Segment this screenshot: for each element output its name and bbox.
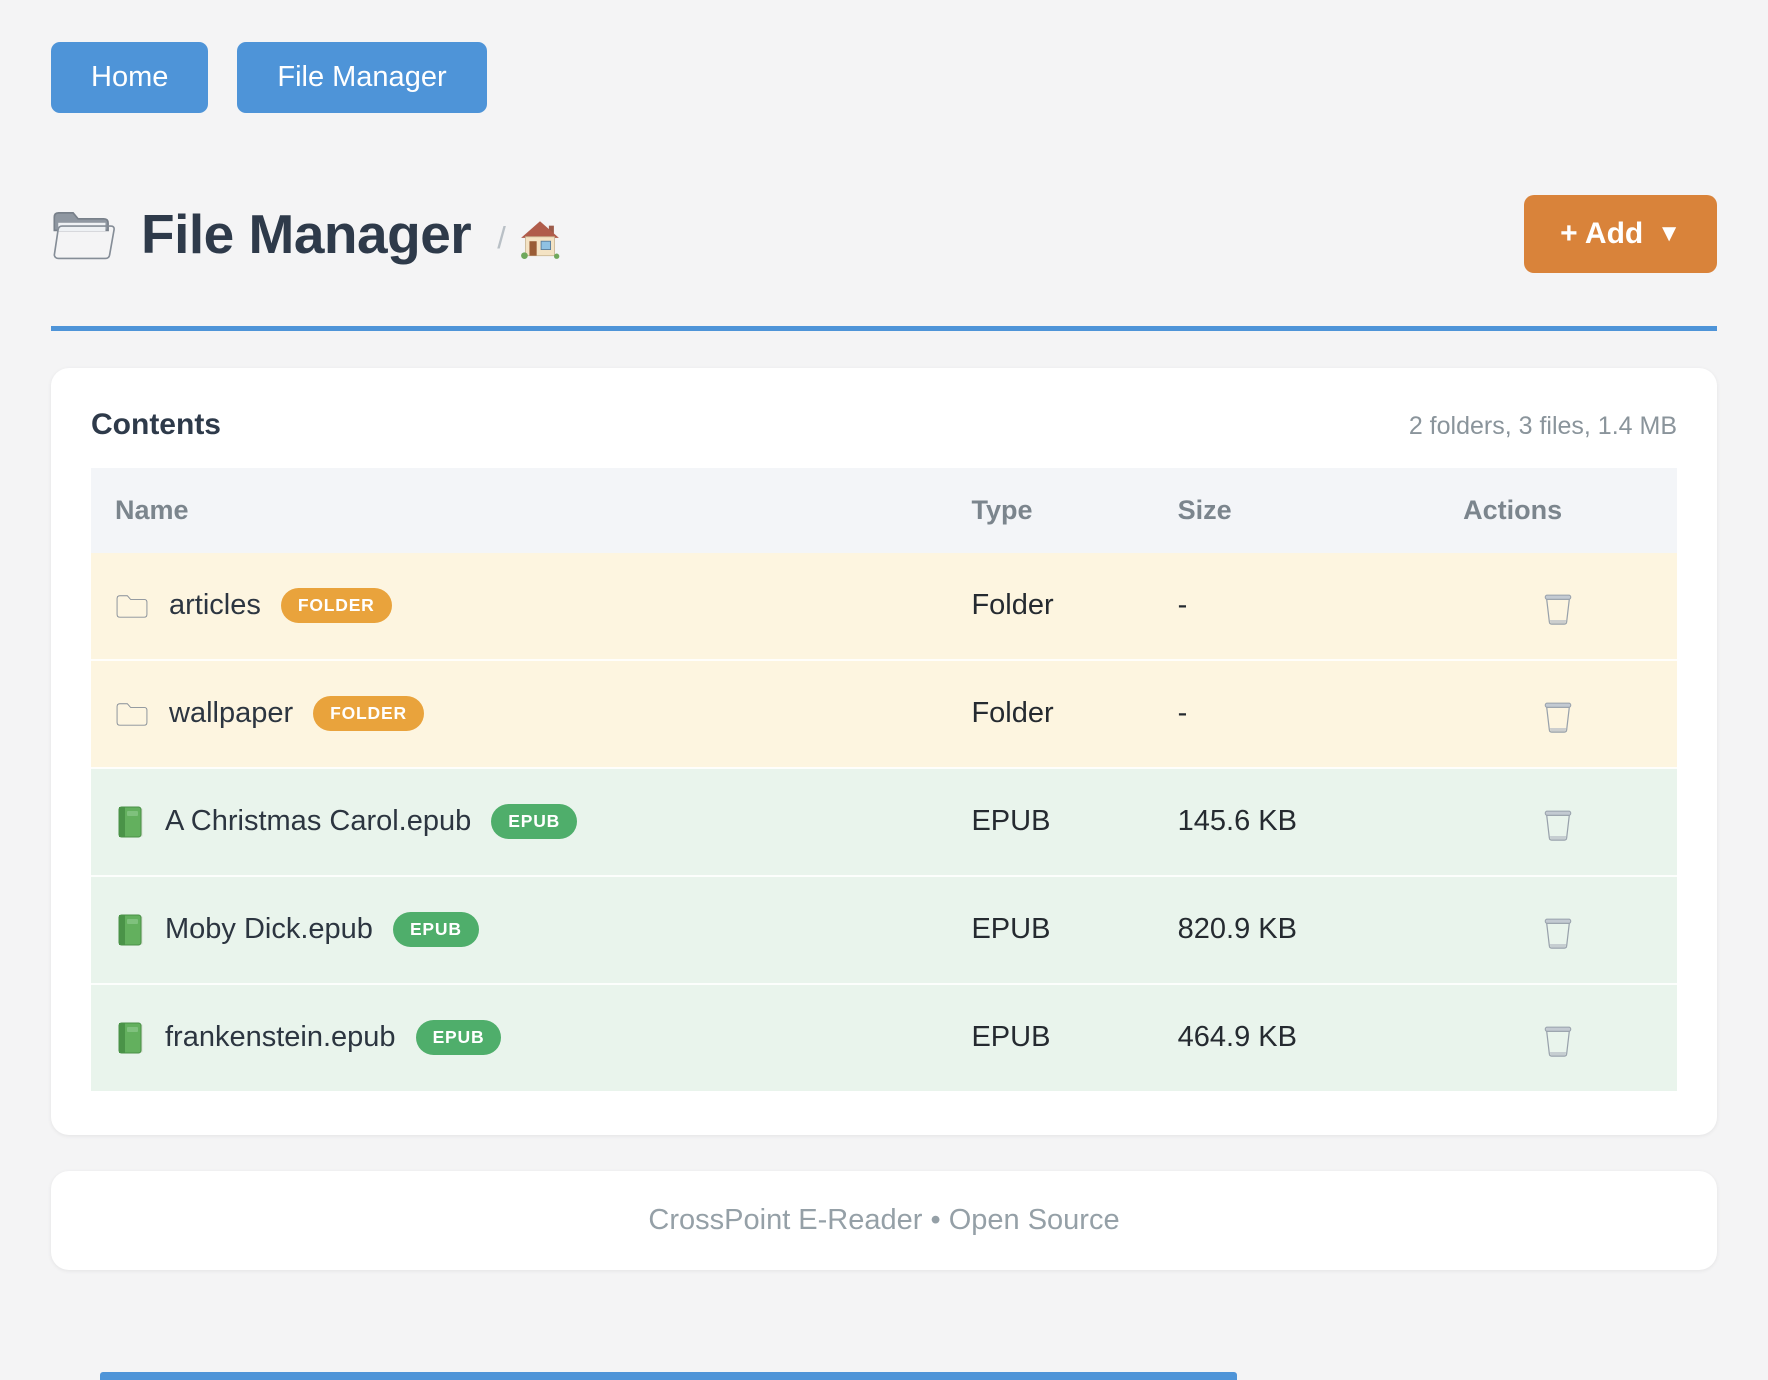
item-name-link[interactable]: A Christmas Carol.epub — [165, 805, 472, 838]
epub-badge: EPUB — [491, 804, 578, 840]
item-name-link[interactable]: frankenstein.epub — [165, 1021, 396, 1054]
breadcrumb-home-link[interactable] — [520, 219, 560, 259]
table-row[interactable]: articles FOLDER Folder - — [91, 553, 1677, 660]
contents-card-header: Contents 2 folders, 3 files, 1.4 MB — [91, 408, 1677, 442]
trash-icon — [1541, 805, 1575, 842]
delete-button[interactable] — [1541, 913, 1575, 950]
partially-visible-panel — [100, 1372, 1237, 1380]
contents-card: Contents 2 folders, 3 files, 1.4 MB Name… — [51, 368, 1717, 1135]
trash-icon — [1541, 913, 1575, 950]
contents-summary: 2 folders, 3 files, 1.4 MB — [1408, 412, 1677, 440]
item-name-link[interactable]: articles — [169, 589, 261, 622]
footer-text: CrossPoint E-Reader • Open Source — [648, 1203, 1120, 1236]
caret-down-icon: ▼ — [1657, 220, 1681, 247]
contents-title: Contents — [91, 408, 221, 441]
delete-button[interactable] — [1541, 589, 1575, 626]
contents-table: Name Type Size Actions articles FOLDER F… — [91, 468, 1677, 1091]
add-button[interactable]: + Add ▼ — [1524, 195, 1717, 273]
top-navigation: Home File Manager — [51, 42, 1717, 113]
folder-open-icon — [51, 207, 117, 262]
folder-badge: FOLDER — [313, 696, 424, 732]
add-button-label: + Add — [1560, 217, 1644, 250]
column-header-type: Type — [947, 468, 1154, 553]
page-title: File Manager — [141, 202, 472, 265]
item-size: - — [1153, 658, 1440, 768]
page: Home File Manager File Manager / + Add ▼… — [51, 42, 1717, 1270]
column-header-actions: Actions — [1439, 468, 1677, 553]
delete-button[interactable] — [1541, 697, 1575, 734]
item-size: 464.9 KB — [1153, 982, 1440, 1091]
nav-home-button[interactable]: Home — [51, 42, 209, 113]
epub-badge: EPUB — [415, 1020, 502, 1056]
table-header-row: Name Type Size Actions — [91, 468, 1677, 553]
item-name-link[interactable]: Moby Dick.epub — [165, 913, 373, 946]
column-header-name: Name — [91, 468, 948, 553]
item-size: - — [1177, 589, 1188, 622]
book-icon — [115, 913, 145, 947]
table-row[interactable]: frankenstein.epub EPUB EPUB 464.9 KB — [91, 982, 1677, 1091]
item-size: 820.9 KB — [1153, 874, 1440, 984]
folder-icon — [115, 592, 149, 620]
item-type: Folder — [947, 658, 1154, 768]
item-name-link[interactable]: wallpaper — [169, 697, 294, 730]
title-group: File Manager / — [51, 202, 560, 265]
epub-badge: EPUB — [392, 912, 479, 948]
book-icon — [115, 805, 145, 839]
house-icon — [520, 219, 560, 259]
table-row[interactable]: A Christmas Carol.epub EPUB EPUB 145.6 K… — [91, 766, 1677, 876]
folder-badge: FOLDER — [280, 588, 392, 624]
book-icon — [115, 1021, 145, 1055]
footer-card: CrossPoint E-Reader • Open Source — [51, 1170, 1717, 1270]
table-row[interactable]: Moby Dick.epub EPUB EPUB 820.9 KB — [91, 874, 1677, 984]
item-type: EPUB — [947, 982, 1154, 1091]
delete-button[interactable] — [1541, 1021, 1575, 1058]
column-header-size: Size — [1153, 468, 1440, 553]
nav-file-manager-button[interactable]: File Manager — [237, 42, 487, 113]
folder-icon — [115, 700, 149, 728]
item-type: Folder — [971, 589, 1054, 622]
trash-icon — [1541, 589, 1575, 626]
item-type: EPUB — [947, 766, 1154, 876]
trash-icon — [1541, 697, 1575, 734]
item-type: EPUB — [947, 874, 1154, 984]
breadcrumb-separator: / — [497, 220, 506, 255]
page-header: File Manager / + Add ▼ — [51, 195, 1717, 331]
item-size: 145.6 KB — [1153, 766, 1440, 876]
trash-icon — [1541, 1021, 1575, 1058]
delete-button[interactable] — [1541, 805, 1575, 842]
table-row[interactable]: wallpaper FOLDER Folder - — [91, 658, 1677, 768]
